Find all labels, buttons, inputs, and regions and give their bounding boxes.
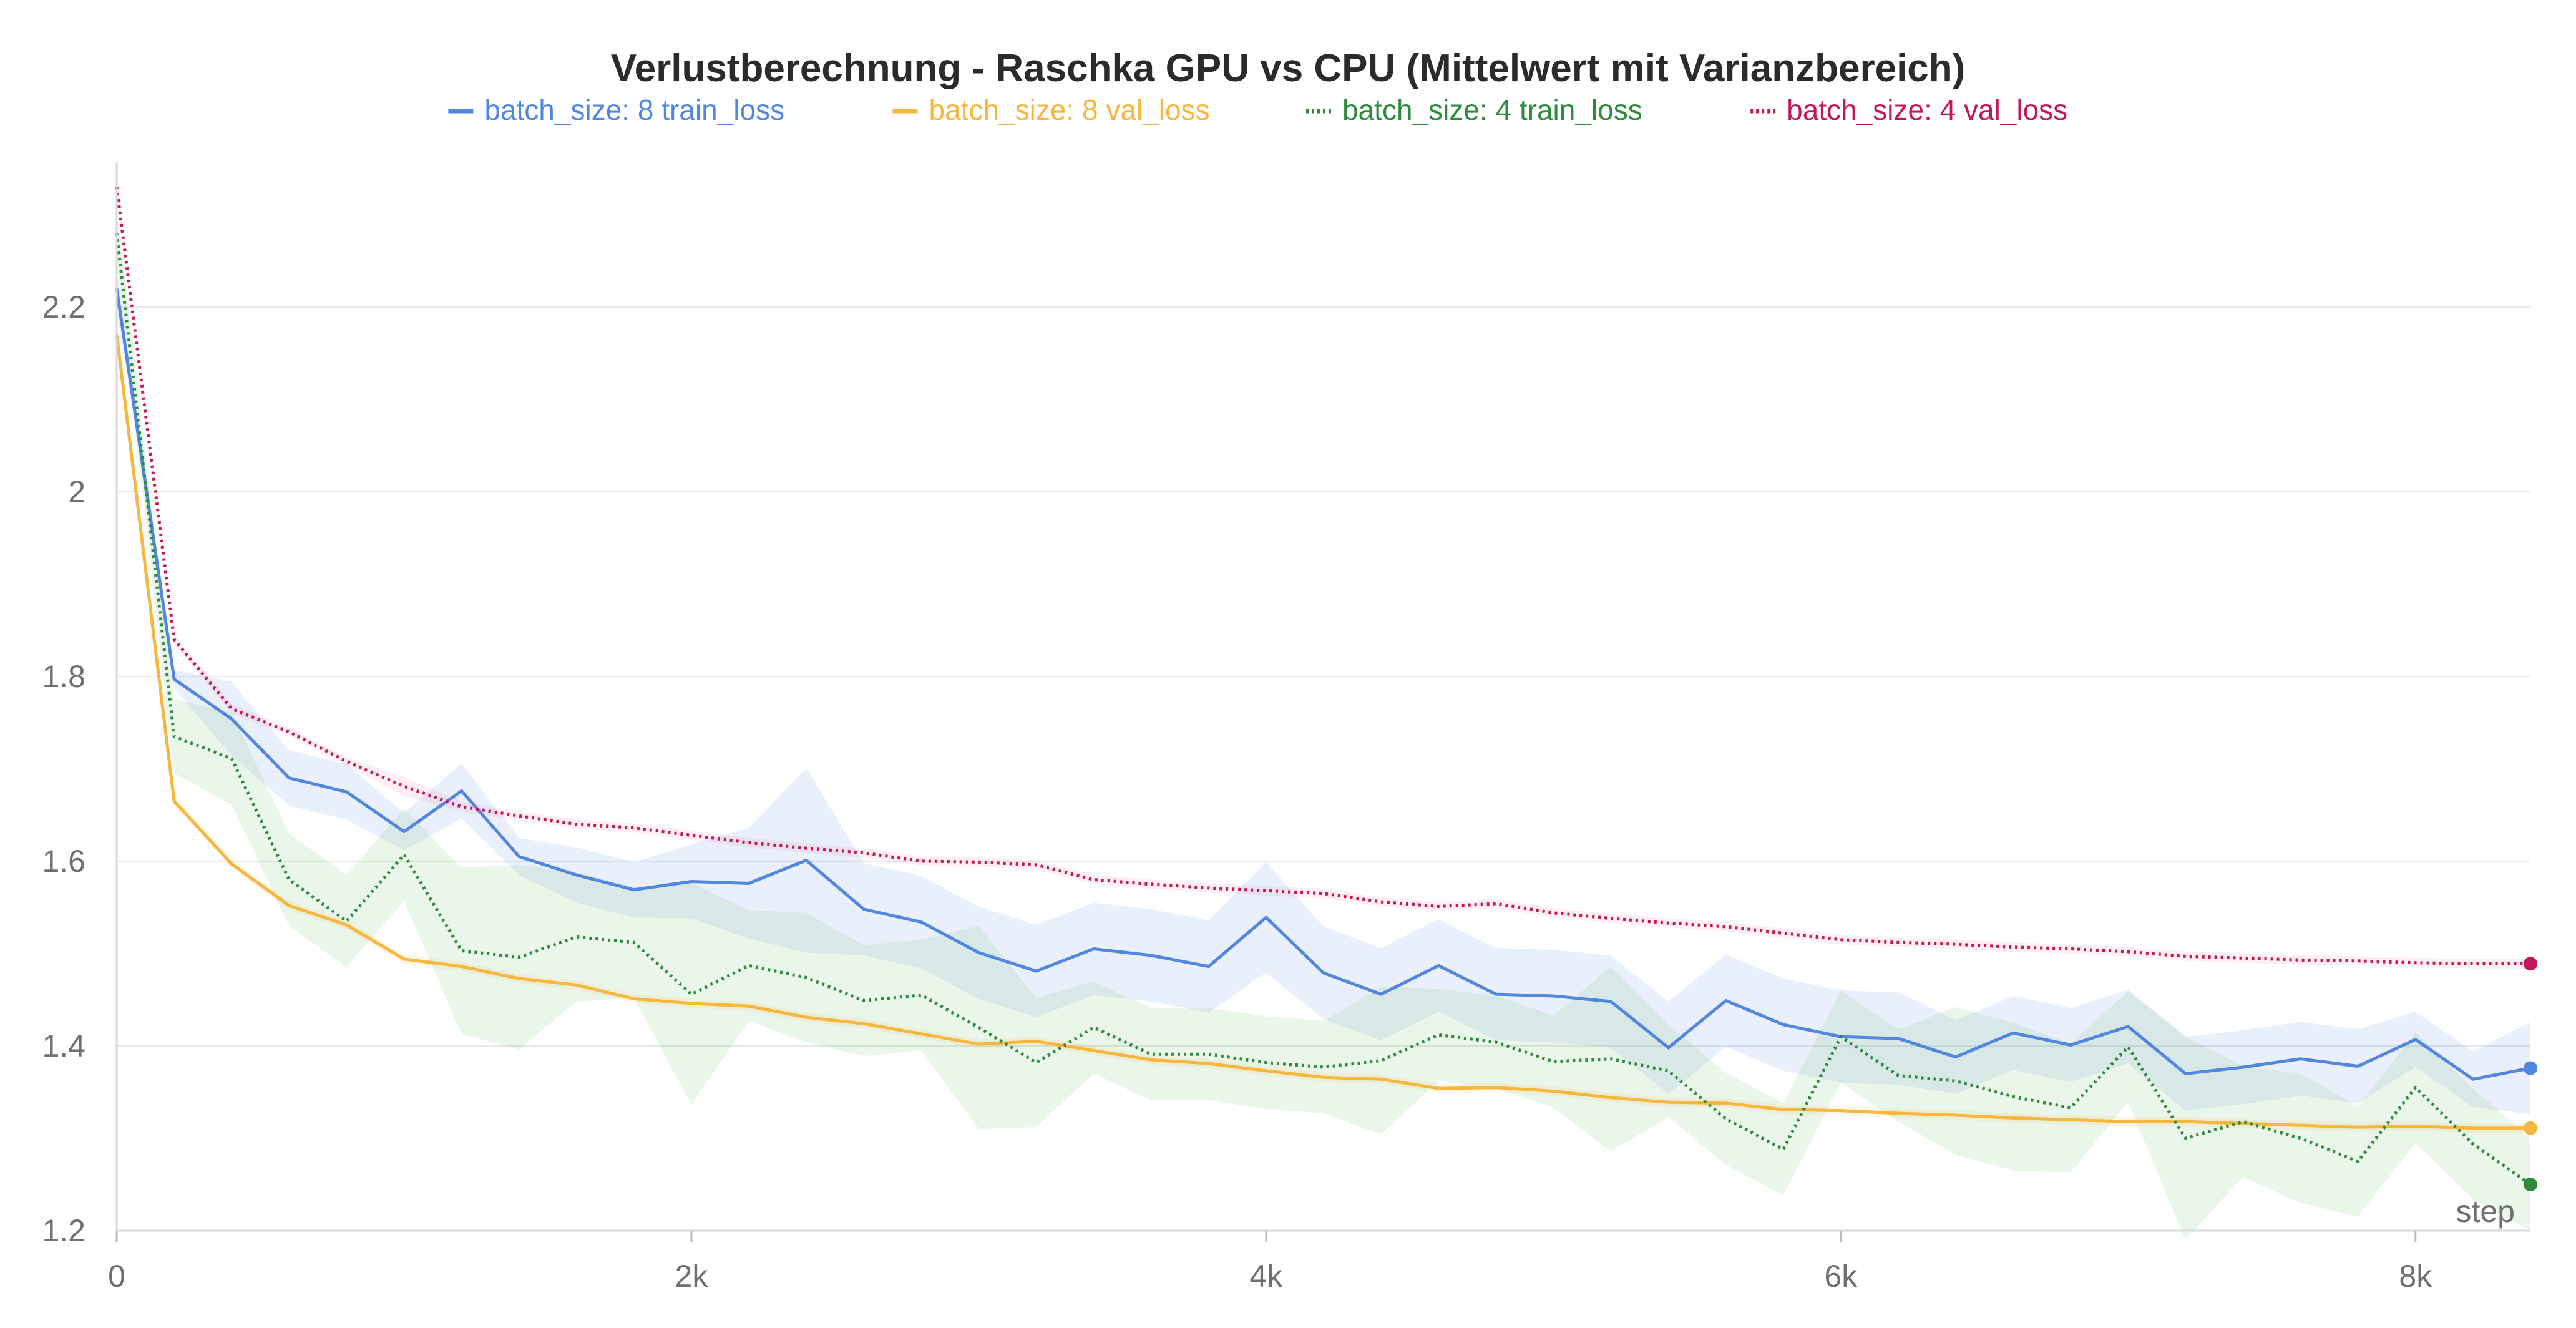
series-endpoint-1 <box>2524 1061 2537 1075</box>
series-line-2 <box>115 334 2530 1130</box>
variance-bands <box>117 177 2530 1240</box>
y-tick-label: 2.2 <box>42 290 85 325</box>
series-endpoint-4 <box>2524 957 2537 971</box>
chart-legend: batch_size: 8 train_loss batch_size: 8 va… <box>448 94 2067 126</box>
y-tick-label: 1.8 <box>42 659 85 694</box>
series-line-3 <box>115 233 2532 1186</box>
y-tick-label: 1.2 <box>42 1213 85 1248</box>
x-tick-label: 8k <box>2399 1259 2432 1294</box>
series-endpoint-3 <box>2524 1177 2537 1191</box>
x-tick-label: 6k <box>1824 1259 1858 1294</box>
variance-band-3 <box>117 205 2530 1240</box>
variance-band-4 <box>117 177 2530 969</box>
x-tick-label: 0 <box>108 1259 125 1294</box>
variance-band-1 <box>117 270 2530 1115</box>
legend-label-2: batch_size: 8 val_loss <box>929 94 1210 126</box>
series-line-1 <box>115 288 2531 1081</box>
series-endpoints <box>2524 957 2537 1191</box>
series-lines <box>115 187 2532 1186</box>
axes: 1.2 1.4 1.6 1.8 2 2.2 0 2k 4k 6k 8k <box>42 162 2530 1294</box>
x-tick-label: 2k <box>675 1259 709 1294</box>
legend-label-4: batch_size: 4 val_loss <box>1787 94 2067 126</box>
series-line-4 <box>115 187 2530 965</box>
series-endpoint-2 <box>2524 1121 2537 1135</box>
y-tick-label: 1.6 <box>42 844 85 879</box>
legend-label-3: batch_size: 4 train_loss <box>1342 94 1642 126</box>
y-tick-label: 1.4 <box>42 1028 85 1063</box>
legend-label-1: batch_size: 8 train_loss <box>484 94 784 126</box>
x-tick-label: 4k <box>1249 1259 1283 1294</box>
x-axis-label: step <box>2456 1194 2515 1229</box>
y-tick-label: 2 <box>68 474 85 509</box>
chart-title: Verlustberechnung - Raschka GPU vs CPU (… <box>611 47 1966 90</box>
